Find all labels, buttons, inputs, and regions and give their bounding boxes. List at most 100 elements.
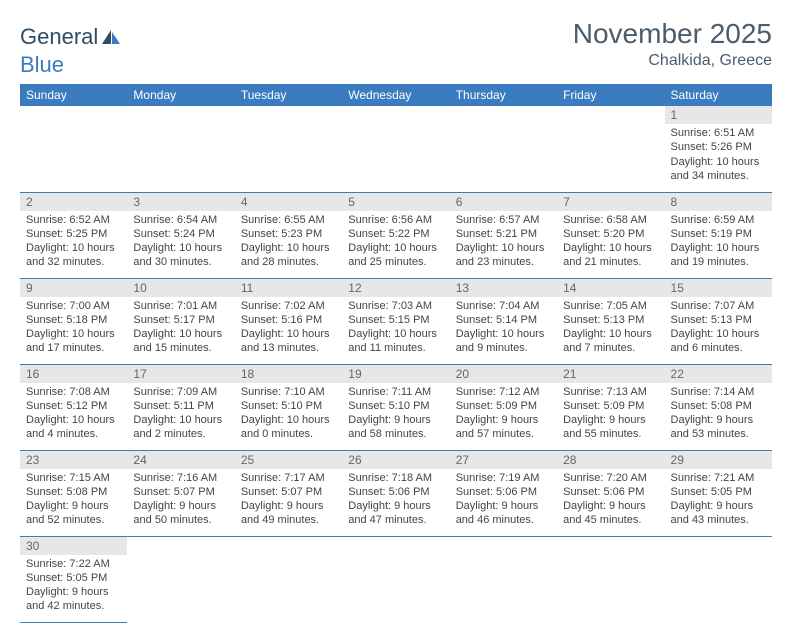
calendar-cell [557,106,664,192]
day-number: 27 [450,451,557,469]
calendar-cell: 12Sunrise: 7:03 AMSunset: 5:15 PMDayligh… [342,278,449,364]
calendar-cell [665,536,772,622]
day-details: Sunrise: 7:18 AMSunset: 5:06 PMDaylight:… [342,469,449,532]
calendar-cell: 18Sunrise: 7:10 AMSunset: 5:10 PMDayligh… [235,364,342,450]
calendar-cell: 24Sunrise: 7:16 AMSunset: 5:07 PMDayligh… [127,450,234,536]
day-details: Sunrise: 7:16 AMSunset: 5:07 PMDaylight:… [127,469,234,532]
calendar-cell: 13Sunrise: 7:04 AMSunset: 5:14 PMDayligh… [450,278,557,364]
day-details: Sunrise: 7:22 AMSunset: 5:05 PMDaylight:… [20,555,127,618]
calendar-row: 2Sunrise: 6:52 AMSunset: 5:25 PMDaylight… [20,192,772,278]
day-details: Sunrise: 6:54 AMSunset: 5:24 PMDaylight:… [127,211,234,274]
day-number: 29 [665,451,772,469]
calendar-cell: 21Sunrise: 7:13 AMSunset: 5:09 PMDayligh… [557,364,664,450]
calendar-row: 9Sunrise: 7:00 AMSunset: 5:18 PMDaylight… [20,278,772,364]
logo-text-2: Blue [20,52,120,78]
calendar-cell [235,106,342,192]
calendar-row: 1Sunrise: 6:51 AMSunset: 5:26 PMDaylight… [20,106,772,192]
calendar-cell: 1Sunrise: 6:51 AMSunset: 5:26 PMDaylight… [665,106,772,192]
day-details: Sunrise: 7:19 AMSunset: 5:06 PMDaylight:… [450,469,557,532]
day-details: Sunrise: 7:01 AMSunset: 5:17 PMDaylight:… [127,297,234,360]
calendar-cell [235,536,342,622]
calendar-cell [450,536,557,622]
day-number: 22 [665,365,772,383]
day-number: 15 [665,279,772,297]
day-details: Sunrise: 7:13 AMSunset: 5:09 PMDaylight:… [557,383,664,446]
day-number: 26 [342,451,449,469]
day-number: 10 [127,279,234,297]
calendar-cell: 25Sunrise: 7:17 AMSunset: 5:07 PMDayligh… [235,450,342,536]
day-number: 8 [665,193,772,211]
day-details: Sunrise: 7:11 AMSunset: 5:10 PMDaylight:… [342,383,449,446]
calendar-cell [450,106,557,192]
calendar-cell [342,536,449,622]
day-number: 6 [450,193,557,211]
calendar-row: 16Sunrise: 7:08 AMSunset: 5:12 PMDayligh… [20,364,772,450]
weekday-header: Friday [557,84,664,106]
day-number: 11 [235,279,342,297]
day-details: Sunrise: 6:55 AMSunset: 5:23 PMDaylight:… [235,211,342,274]
day-number: 2 [20,193,127,211]
day-number: 30 [20,537,127,555]
day-details: Sunrise: 7:03 AMSunset: 5:15 PMDaylight:… [342,297,449,360]
day-details: Sunrise: 6:57 AMSunset: 5:21 PMDaylight:… [450,211,557,274]
calendar-cell [557,536,664,622]
day-details: Sunrise: 7:08 AMSunset: 5:12 PMDaylight:… [20,383,127,446]
day-number: 13 [450,279,557,297]
weekday-header: Sunday [20,84,127,106]
day-number: 24 [127,451,234,469]
day-details: Sunrise: 6:52 AMSunset: 5:25 PMDaylight:… [20,211,127,274]
calendar-cell: 6Sunrise: 6:57 AMSunset: 5:21 PMDaylight… [450,192,557,278]
calendar-cell: 4Sunrise: 6:55 AMSunset: 5:23 PMDaylight… [235,192,342,278]
day-details: Sunrise: 7:07 AMSunset: 5:13 PMDaylight:… [665,297,772,360]
calendar-cell: 26Sunrise: 7:18 AMSunset: 5:06 PMDayligh… [342,450,449,536]
day-number: 19 [342,365,449,383]
day-number: 1 [665,106,772,124]
calendar-cell: 2Sunrise: 6:52 AMSunset: 5:25 PMDaylight… [20,192,127,278]
day-number: 7 [557,193,664,211]
day-number: 5 [342,193,449,211]
calendar-row: 30Sunrise: 7:22 AMSunset: 5:05 PMDayligh… [20,536,772,622]
calendar-row: 23Sunrise: 7:15 AMSunset: 5:08 PMDayligh… [20,450,772,536]
day-details: Sunrise: 7:00 AMSunset: 5:18 PMDaylight:… [20,297,127,360]
calendar-cell: 3Sunrise: 6:54 AMSunset: 5:24 PMDaylight… [127,192,234,278]
day-details: Sunrise: 7:02 AMSunset: 5:16 PMDaylight:… [235,297,342,360]
day-number: 3 [127,193,234,211]
logo-text-1: General [20,24,98,50]
calendar-cell: 5Sunrise: 6:56 AMSunset: 5:22 PMDaylight… [342,192,449,278]
day-number: 28 [557,451,664,469]
day-details: Sunrise: 7:10 AMSunset: 5:10 PMDaylight:… [235,383,342,446]
sail-icon [100,28,122,46]
day-number: 17 [127,365,234,383]
day-number: 16 [20,365,127,383]
calendar-cell: 23Sunrise: 7:15 AMSunset: 5:08 PMDayligh… [20,450,127,536]
day-details: Sunrise: 6:59 AMSunset: 5:19 PMDaylight:… [665,211,772,274]
day-details: Sunrise: 7:17 AMSunset: 5:07 PMDaylight:… [235,469,342,532]
day-details: Sunrise: 7:12 AMSunset: 5:09 PMDaylight:… [450,383,557,446]
calendar-cell: 15Sunrise: 7:07 AMSunset: 5:13 PMDayligh… [665,278,772,364]
day-number: 23 [20,451,127,469]
day-details: Sunrise: 7:21 AMSunset: 5:05 PMDaylight:… [665,469,772,532]
calendar-cell: 17Sunrise: 7:09 AMSunset: 5:11 PMDayligh… [127,364,234,450]
calendar-cell [127,106,234,192]
logo: General [20,18,120,50]
calendar-cell [342,106,449,192]
day-details: Sunrise: 7:14 AMSunset: 5:08 PMDaylight:… [665,383,772,446]
day-number: 9 [20,279,127,297]
calendar-cell: 30Sunrise: 7:22 AMSunset: 5:05 PMDayligh… [20,536,127,622]
day-details: Sunrise: 6:56 AMSunset: 5:22 PMDaylight:… [342,211,449,274]
calendar-cell: 11Sunrise: 7:02 AMSunset: 5:16 PMDayligh… [235,278,342,364]
calendar-cell: 27Sunrise: 7:19 AMSunset: 5:06 PMDayligh… [450,450,557,536]
calendar-cell: 8Sunrise: 6:59 AMSunset: 5:19 PMDaylight… [665,192,772,278]
location: Chalkida, Greece [573,52,772,70]
weekday-header: Tuesday [235,84,342,106]
day-details: Sunrise: 7:09 AMSunset: 5:11 PMDaylight:… [127,383,234,446]
day-details: Sunrise: 6:58 AMSunset: 5:20 PMDaylight:… [557,211,664,274]
day-number: 20 [450,365,557,383]
calendar-cell: 16Sunrise: 7:08 AMSunset: 5:12 PMDayligh… [20,364,127,450]
day-number: 21 [557,365,664,383]
calendar-cell: 10Sunrise: 7:01 AMSunset: 5:17 PMDayligh… [127,278,234,364]
day-details: Sunrise: 7:04 AMSunset: 5:14 PMDaylight:… [450,297,557,360]
day-details: Sunrise: 7:15 AMSunset: 5:08 PMDaylight:… [20,469,127,532]
calendar-cell [127,536,234,622]
page-title: November 2025 [573,18,772,50]
